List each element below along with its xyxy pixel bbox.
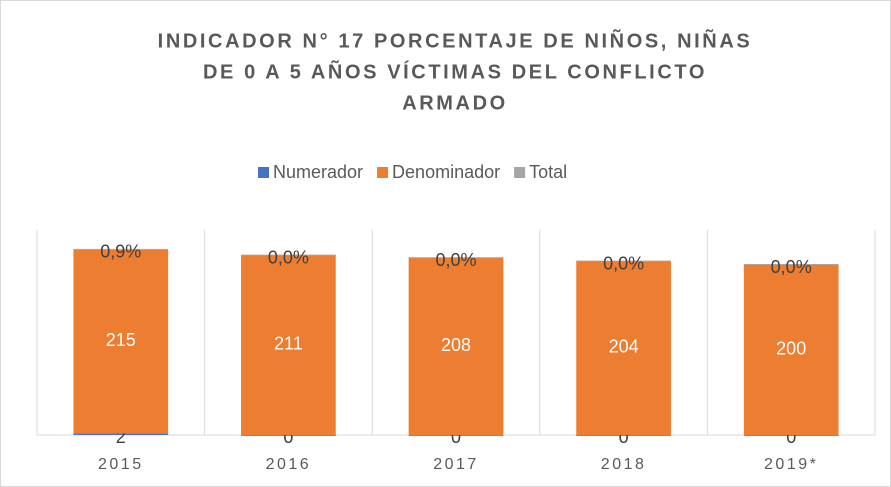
data-label: 2 [116, 427, 126, 447]
legend-label: Total [529, 162, 567, 182]
bar-segment [241, 435, 336, 436]
bar-segment [73, 433, 169, 435]
bar-segment [408, 435, 504, 436]
bar-segment [743, 264, 839, 265]
bar-segment [241, 254, 336, 256]
legend-swatch [258, 167, 269, 178]
data-label: 0,9% [100, 242, 141, 262]
bar-segment [576, 260, 671, 262]
data-label: 0,0% [268, 248, 309, 268]
bar-segment [743, 435, 839, 436]
legend-label: Numerador [273, 162, 363, 182]
bar-segment [408, 257, 504, 259]
bar-segment [576, 435, 671, 436]
data-label: 211 [274, 334, 303, 354]
x-tick-label: 2015 [98, 456, 144, 473]
legend-swatch [377, 167, 389, 178]
legend-swatch [514, 167, 526, 178]
bar-segment [241, 254, 336, 435]
legend-label: Denominador [392, 162, 500, 182]
x-tick-label: 2019* [764, 456, 818, 473]
data-label: 0 [283, 427, 293, 447]
bar-segment [743, 264, 839, 435]
data-label: 204 [609, 337, 639, 357]
data-label: 0,0% [603, 254, 644, 274]
chart-title: INDICADOR N° 17 PORCENTAJE DE NIÑOS, NIÑ… [158, 29, 753, 52]
x-tick-label: 2016 [266, 456, 312, 473]
data-label: 0,0% [435, 250, 476, 270]
data-label: 0 [786, 427, 796, 447]
x-tick-label: 2017 [433, 456, 479, 473]
bar-segment [73, 248, 169, 250]
chart-title: DE 0 A 5 AÑOS VÍCTIMAS DEL CONFLICTO [203, 60, 707, 83]
data-label: 200 [776, 338, 806, 358]
bar-segment [576, 260, 671, 435]
data-label: 208 [441, 335, 471, 355]
bar-segment [73, 249, 169, 434]
data-label: 0 [619, 427, 629, 447]
x-tick-label: 2018 [601, 456, 647, 473]
bar-segment [408, 257, 504, 435]
data-label: 0,0% [771, 257, 812, 277]
data-label: 215 [106, 330, 136, 350]
chart-title: ARMADO [402, 92, 508, 114]
data-label: 0 [451, 427, 461, 447]
